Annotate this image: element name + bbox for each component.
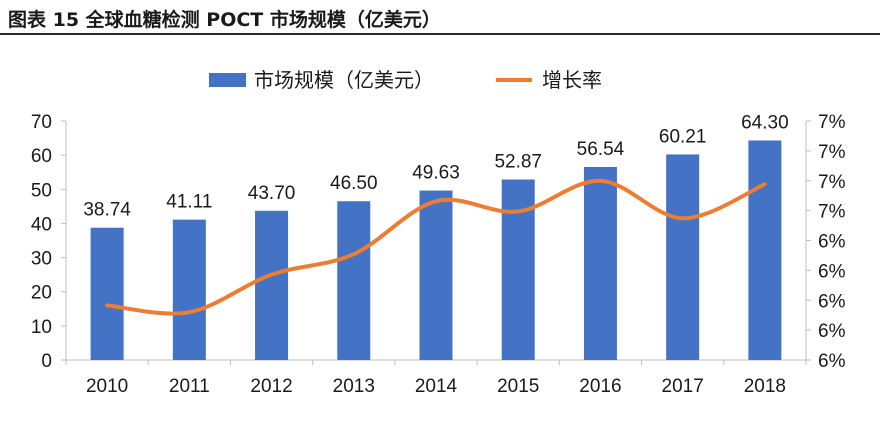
bar-value-label: 60.21 <box>659 126 707 147</box>
bar <box>501 179 535 360</box>
y-left-tick-label: 0 <box>41 351 52 372</box>
y-right-tick-label: 6% <box>818 232 846 253</box>
x-tick-label: 2016 <box>579 376 621 397</box>
x-tick-label: 2017 <box>662 376 704 397</box>
x-tick-label: 2014 <box>415 376 458 397</box>
bar <box>419 190 453 360</box>
y-left-tick-label: 10 <box>31 317 52 338</box>
y-right-tick-label: 6% <box>818 351 846 372</box>
legend-bar-label: 市场规模（亿美元） <box>254 69 434 92</box>
bar-value-label: 64.30 <box>741 112 789 133</box>
bar <box>172 219 206 360</box>
y-right-tick-label: 6% <box>818 261 846 282</box>
bar-value-label: 41.11 <box>166 192 212 213</box>
y-left-tick-label: 50 <box>31 180 52 201</box>
y-right-tick-label: 7% <box>818 112 846 133</box>
bar-value-label: 49.63 <box>412 163 460 184</box>
x-tick-label: 2010 <box>86 376 128 397</box>
y-right-tick-label: 7% <box>818 142 846 163</box>
x-tick-label: 2013 <box>333 376 375 397</box>
bar-value-label: 56.54 <box>577 139 625 160</box>
bar-value-label: 52.87 <box>494 151 542 172</box>
bar <box>90 227 124 360</box>
bar <box>583 166 617 360</box>
bar-value-label: 46.50 <box>330 173 378 194</box>
bar <box>666 154 700 360</box>
y-right-tick-label: 7% <box>818 202 846 223</box>
y-right-tick-label: 6% <box>818 321 846 342</box>
x-tick-label: 2018 <box>744 376 786 397</box>
bar <box>748 140 782 360</box>
y-left-tick-label: 70 <box>31 112 52 133</box>
bar <box>337 201 371 360</box>
y-left-tick-label: 30 <box>31 249 52 270</box>
bar <box>255 210 289 360</box>
y-left-tick-label: 20 <box>31 283 52 304</box>
legend-bar-swatch <box>209 73 246 87</box>
y-left-tick-label: 60 <box>31 146 52 167</box>
x-tick-label: 2011 <box>169 376 210 397</box>
x-tick-label: 2012 <box>250 376 292 397</box>
y-right-tick-label: 7% <box>818 172 846 193</box>
y-right-tick-label: 6% <box>818 291 846 312</box>
header-divider <box>0 33 880 35</box>
figure-header: 图表 15 全球血糖检测 POCT 市场规模（亿美元） <box>0 0 880 35</box>
y-left-tick-label: 40 <box>31 214 52 235</box>
x-tick-label: 2015 <box>497 376 539 397</box>
bar-value-label: 43.70 <box>248 183 296 204</box>
legend-line-label: 增长率 <box>542 69 602 92</box>
bar-value-label: 38.74 <box>83 200 131 221</box>
growth-rate-line <box>105 178 767 316</box>
figure-title: 图表 15 全球血糖检测 POCT 市场规模（亿美元） <box>8 9 441 31</box>
